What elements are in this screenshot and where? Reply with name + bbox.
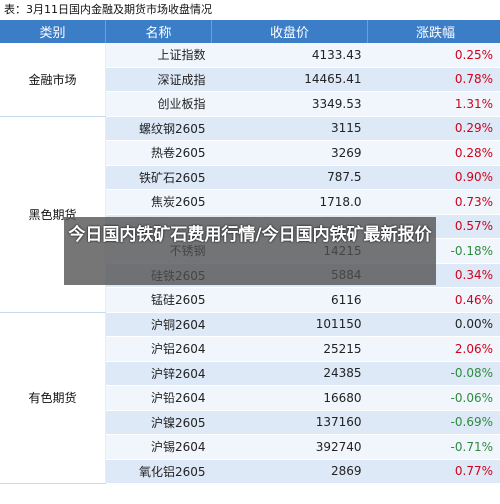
change-cell: 0.28%	[367, 140, 500, 166]
overlay-title: 今日国内铁矿石费用行情/今日国内铁矿最新报价	[68, 225, 432, 245]
name-cell: 沪镍2605	[105, 410, 212, 435]
close-cell: 392740	[211, 434, 368, 460]
change-cell: 0.25%	[367, 43, 500, 68]
table-row: 氧化铝2605 2869 0.77%	[0, 459, 500, 484]
table-row: 沪铝2604 25215 2.06%	[0, 336, 500, 362]
close-cell: 3115	[211, 116, 368, 141]
name-cell: 铁矿石2605	[105, 165, 212, 190]
header-change: 涨跌幅	[367, 20, 500, 43]
change-cell: -0.71%	[367, 434, 500, 460]
table-row: 焦炭2605 1718.0 0.73%	[0, 189, 500, 215]
close-cell: 2869	[211, 459, 368, 484]
table-row: 沪锡2604 392740 -0.71%	[0, 434, 500, 460]
table-row: 金融市场 上证指数 4133.43 0.25%	[0, 43, 500, 117]
change-cell: 0.77%	[367, 459, 500, 484]
change-cell: 0.00%	[367, 312, 500, 337]
close-cell: 3349.53	[211, 91, 368, 117]
name-cell: 沪锌2604	[105, 361, 212, 386]
change-cell: 0.46%	[367, 287, 500, 313]
change-cell: 0.78%	[367, 67, 500, 92]
category-cell: 有色期货	[0, 312, 106, 484]
name-cell: 沪铜2604	[105, 312, 212, 337]
change-cell: 0.73%	[367, 189, 500, 215]
name-cell: 锰硅2605	[105, 287, 212, 313]
close-cell: 787.5	[211, 165, 368, 190]
close-cell: 14465.41	[211, 67, 368, 92]
header-name: 名称	[105, 20, 212, 43]
category-cell: 金融市场	[0, 43, 106, 117]
change-cell: -0.08%	[367, 361, 500, 386]
change-cell: 0.90%	[367, 165, 500, 190]
name-cell: 沪锡2604	[105, 434, 212, 460]
table-row: 创业板指 3349.53 1.31%	[0, 91, 500, 117]
title-overlay-band	[64, 217, 436, 285]
header-category: 类别	[0, 20, 106, 43]
close-cell: 24385	[211, 361, 368, 386]
name-cell: 上证指数	[105, 43, 212, 68]
close-cell: 101150	[211, 312, 368, 337]
change-cell: -0.06%	[367, 385, 500, 411]
table-row: 沪锌2604 24385 -0.08%	[0, 361, 500, 386]
change-cell: -0.69%	[367, 410, 500, 435]
name-cell: 沪铝2604	[105, 336, 212, 362]
name-cell: 沪铅2604	[105, 385, 212, 411]
close-cell: 4133.43	[211, 43, 368, 68]
close-cell: 3269	[211, 140, 368, 166]
table-row: 深证成指 14465.41 0.78%	[0, 67, 500, 92]
name-cell: 深证成指	[105, 67, 212, 92]
close-cell: 137160	[211, 410, 368, 435]
name-cell: 螺纹钢2605	[105, 116, 212, 141]
header-close: 收盘价	[211, 20, 368, 43]
table-row: 铁矿石2605 787.5 0.90%	[0, 165, 500, 190]
change-cell: 2.06%	[367, 336, 500, 362]
name-cell: 焦炭2605	[105, 189, 212, 215]
close-cell: 16680	[211, 385, 368, 411]
close-cell: 25215	[211, 336, 368, 362]
table-header-row: 类别 名称 收盘价 涨跌幅	[0, 20, 500, 43]
close-cell: 1718.0	[211, 189, 368, 215]
table-row: 沪铅2604 16680 -0.06%	[0, 385, 500, 411]
name-cell: 创业板指	[105, 91, 212, 117]
table-row: 黑色期货 螺纹钢2605 3115 0.29%	[0, 116, 500, 313]
table-row: 沪镍2605 137160 -0.69%	[0, 410, 500, 435]
change-cell: 0.29%	[367, 116, 500, 141]
name-cell: 热卷2605	[105, 140, 212, 166]
close-cell: 6116	[211, 287, 368, 313]
table-row: 热卷2605 3269 0.28%	[0, 140, 500, 166]
change-cell: 1.31%	[367, 91, 500, 117]
table-row: 锰硅2605 6116 0.46%	[0, 287, 500, 313]
table-caption: 表：3月11日国内金融及期货市场收盘情况	[4, 3, 212, 16]
name-cell: 氧化铝2605	[105, 459, 212, 484]
table-row: 有色期货 沪铜2604 101150 0.00%	[0, 312, 500, 484]
